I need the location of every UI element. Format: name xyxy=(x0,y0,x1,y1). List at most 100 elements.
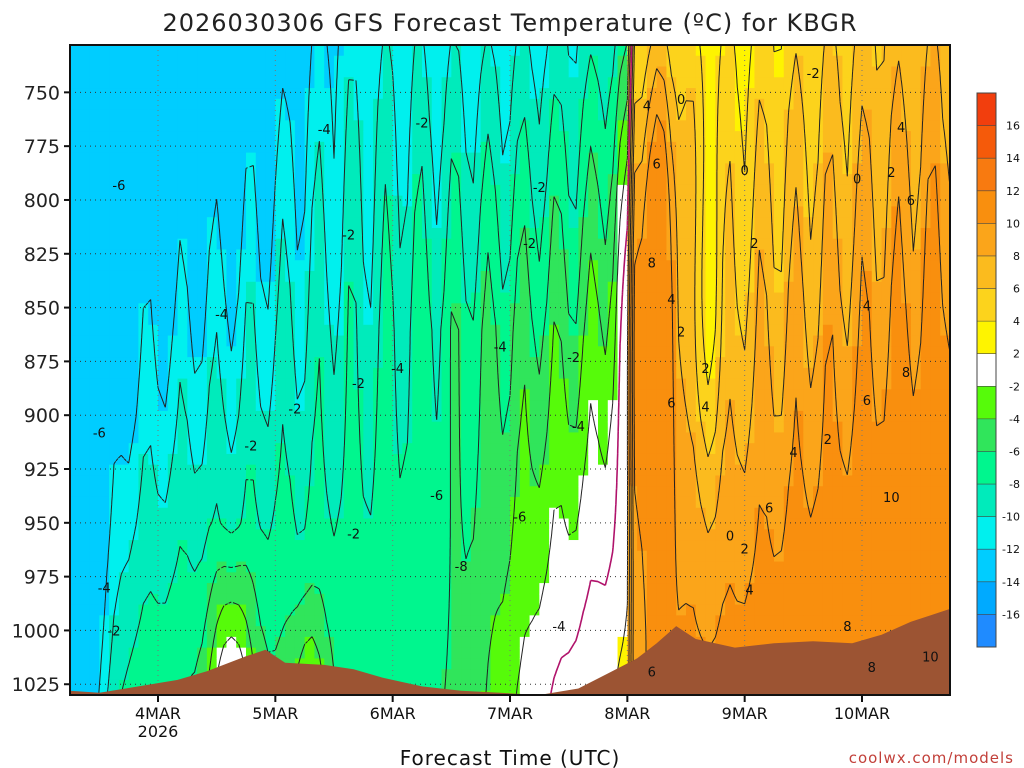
temperature-cell xyxy=(461,421,472,434)
temperature-cell xyxy=(392,346,404,358)
temperature-cell xyxy=(422,324,433,337)
temperature-cell xyxy=(441,496,452,509)
temperature-cell xyxy=(177,486,188,498)
temperature-cell xyxy=(500,378,511,390)
temperature-cell xyxy=(558,77,570,89)
temperature-cell xyxy=(822,109,834,121)
temperature-cell xyxy=(177,45,188,57)
temperature-cell xyxy=(99,453,110,466)
temperature-cell xyxy=(226,260,237,272)
temperature-cell xyxy=(734,583,746,595)
temperature-cell xyxy=(275,314,286,326)
temperature-cell xyxy=(793,174,804,186)
temperature-cell xyxy=(558,615,570,627)
temperature-cell xyxy=(79,174,91,186)
temperature-cell xyxy=(167,529,179,541)
temperature-cell xyxy=(519,152,531,164)
temperature-cell xyxy=(197,174,208,186)
temperature-cell xyxy=(734,357,746,369)
temperature-cell xyxy=(461,432,472,444)
temperature-cell xyxy=(734,475,746,487)
temperature-cell xyxy=(412,550,423,563)
temperature-cell xyxy=(666,174,677,186)
temperature-cell xyxy=(431,335,443,347)
temperature-cell xyxy=(402,270,413,283)
temperature-cell xyxy=(852,550,863,563)
temperature-cell xyxy=(793,303,804,315)
temperature-cell xyxy=(754,260,765,272)
temperature-cell xyxy=(206,615,218,627)
temperature-cell xyxy=(158,464,169,477)
temperature-cell xyxy=(138,357,149,369)
temperature-cell xyxy=(607,249,619,261)
temperature-cell xyxy=(656,357,668,369)
temperature-cell xyxy=(705,260,716,272)
temperature-cell xyxy=(842,572,853,584)
temperature-cell xyxy=(822,604,834,616)
temperature-cell xyxy=(265,249,276,261)
temperature-cell xyxy=(598,45,609,57)
temperature-cell xyxy=(373,604,384,616)
temperature-cell xyxy=(187,206,198,218)
temperature-cell xyxy=(363,109,374,121)
temperature-cell xyxy=(852,206,863,218)
temperature-cell xyxy=(666,550,677,563)
temperature-cell xyxy=(666,464,677,477)
temperature-cell xyxy=(70,443,81,455)
temperature-cell xyxy=(666,346,677,358)
temperature-cell xyxy=(177,389,188,401)
temperature-cell xyxy=(275,572,286,584)
temperature-cell xyxy=(197,120,208,132)
temperature-cell xyxy=(470,593,482,606)
temperature-cell xyxy=(480,260,492,272)
temperature-cell xyxy=(627,227,638,240)
temperature-cell xyxy=(138,206,149,218)
temperature-cell xyxy=(158,669,169,681)
temperature-cell xyxy=(744,367,756,380)
temperature-cell xyxy=(862,335,873,347)
temperature-cell xyxy=(470,335,482,347)
temperature-cell xyxy=(275,529,286,541)
temperature-cell xyxy=(392,507,404,520)
temperature-cell xyxy=(568,410,580,423)
temperature-cell xyxy=(148,561,159,573)
temperature-cell xyxy=(373,529,384,541)
temperature-cell xyxy=(128,486,140,498)
temperature-cell xyxy=(470,443,482,455)
temperature-cell xyxy=(637,475,648,487)
temperature-cell xyxy=(177,475,188,487)
temperature-cell xyxy=(705,626,716,638)
temperature-cell xyxy=(549,260,560,272)
temperature-cell xyxy=(343,131,355,143)
temperature-cell xyxy=(578,66,589,78)
temperature-cell xyxy=(822,432,834,444)
temperature-cell xyxy=(607,432,619,444)
temperature-cell xyxy=(764,45,775,57)
temperature-cell xyxy=(470,540,482,552)
temperature-cell xyxy=(646,152,658,164)
temperature-cell xyxy=(822,270,834,283)
temperature-cell xyxy=(246,540,257,552)
temperature-cell xyxy=(715,206,726,218)
temperature-cell xyxy=(226,217,237,229)
temperature-cell xyxy=(343,98,355,111)
temperature-cell xyxy=(519,410,531,423)
temperature-cell xyxy=(422,292,433,304)
temperature-cell xyxy=(109,443,120,455)
temperature-cell xyxy=(255,626,267,638)
temperature-cell xyxy=(226,335,237,347)
temperature-cell xyxy=(197,163,208,175)
temperature-cell xyxy=(813,540,824,552)
temperature-cell xyxy=(676,238,687,251)
temperature-cell xyxy=(705,421,716,434)
temperature-cell xyxy=(666,206,677,218)
temperature-cell xyxy=(558,443,570,455)
temperature-cell xyxy=(803,550,814,563)
temperature-cell xyxy=(568,184,580,197)
temperature-cell xyxy=(803,421,814,434)
temperature-cell xyxy=(568,66,580,78)
temperature-cell xyxy=(79,636,91,649)
temperature-cell xyxy=(431,636,443,649)
temperature-cell xyxy=(382,281,394,294)
